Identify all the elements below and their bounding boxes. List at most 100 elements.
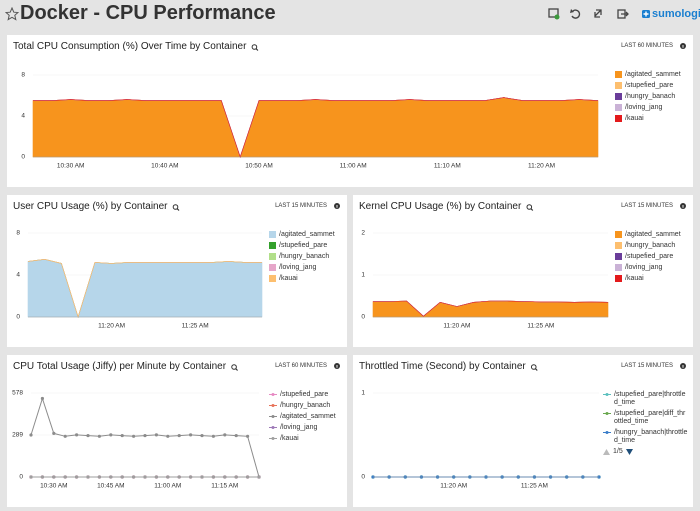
panel-title: Throttled Time (Second) by Container — [359, 361, 526, 372]
x-tick-label: 11:25 AM — [521, 483, 548, 490]
time-range: LAST 60 MINUTES — [621, 43, 673, 49]
x-tick-label: 11:25 AM — [182, 323, 209, 330]
time-range: LAST 15 MINUTES — [621, 203, 673, 209]
marker — [177, 433, 181, 438]
panel-title: CPU Total Usage (Jiffy) per Minute by Co… — [13, 361, 227, 372]
legend-item: /hungry_banach — [269, 402, 343, 410]
zoom-icon-handle — [255, 48, 259, 51]
legend-label: /stupefied_pare — [279, 242, 328, 249]
marker — [189, 433, 193, 437]
legend-swatch-dot — [271, 404, 275, 407]
legend-item: /agitated_sammet — [269, 413, 343, 421]
x-tick-label: 11:10 AM — [434, 163, 461, 170]
legend-item: /kauai — [269, 275, 343, 283]
time-range: LAST 15 MINUTES — [621, 363, 673, 369]
y-tick-label: 289 — [12, 432, 23, 439]
legend-swatch — [603, 431, 611, 434]
marker — [63, 434, 67, 438]
legend-swatch — [615, 253, 622, 260]
marker — [109, 433, 113, 437]
x-tick-label: 11:15 AM — [211, 483, 238, 490]
logo[interactable]: sumologic — [652, 8, 700, 20]
x-tick-label: 11:25 AM — [527, 323, 554, 330]
legend-item: /kauai — [269, 435, 343, 443]
toolbar-icons[interactable] — [546, 7, 636, 21]
dashboard-title: Docker - CPU Performance — [20, 2, 276, 24]
favorite-star[interactable] — [5, 7, 19, 21]
panel: Throttled Time (Second) by Container LAST… — [353, 355, 693, 507]
legend-label: /kauai — [280, 435, 299, 442]
legend-swatch — [269, 275, 276, 282]
legend-label: /stupefied_pare|diff_throttled_time — [614, 410, 686, 425]
legend-swatch — [269, 426, 277, 429]
legend-label: /agitated_sammet — [625, 231, 681, 238]
legend-item: /hungry_banach — [615, 93, 689, 101]
legend-swatch — [269, 231, 276, 238]
x-tick-label: 10:30 AM — [57, 163, 84, 170]
x-tick-label: 11:20 AM — [440, 483, 467, 490]
marker — [120, 433, 124, 438]
y-tick-label: 4 — [21, 113, 25, 120]
marker — [154, 433, 158, 437]
y-tick-label: 0 — [19, 474, 23, 481]
marker — [132, 434, 136, 438]
zoom-icon[interactable] — [530, 364, 537, 370]
legend-swatch — [269, 437, 277, 440]
zoom-icon[interactable] — [231, 364, 237, 370]
zoom-icon[interactable] — [526, 204, 533, 210]
y-tick-label: 0 — [361, 474, 365, 481]
legend-item: /stupefied_pare — [269, 391, 343, 399]
y-tick-label: 4 — [16, 272, 20, 279]
area — [373, 300, 609, 317]
x-tick-label: 10:40 AM — [151, 163, 178, 170]
legend-swatch — [269, 393, 277, 396]
legend-label: /hungry_banach — [279, 253, 330, 260]
legend-label: /kauai — [625, 275, 644, 282]
marker — [52, 431, 56, 436]
marker — [143, 433, 147, 438]
area — [33, 97, 599, 158]
legend-label: /hungry_banach — [625, 242, 676, 249]
legend: /agitated_sammet/stupefied_pare/hungry_b… — [615, 71, 689, 126]
marker — [246, 434, 250, 438]
legend-next[interactable] — [625, 448, 633, 455]
zoom-icon-handle — [235, 368, 238, 371]
panel-title: Kernel CPU Usage (%) by Container — [359, 201, 522, 212]
y-tick-label: 1 — [361, 390, 365, 397]
legend-next-arrow — [625, 448, 633, 455]
x-tick-label: 11:20 AM — [443, 323, 470, 330]
legend: /stupefied_pare|throttled_time/stupefied… — [603, 391, 689, 455]
y-tick-label: 2 — [361, 230, 365, 237]
y-tick-label: 1 — [361, 272, 365, 279]
legend-item: /stupefied_pare — [269, 242, 343, 250]
legend-page: 1/5 — [613, 448, 623, 455]
legend-swatch-dot — [271, 393, 275, 396]
legend-prev[interactable] — [603, 448, 610, 455]
marker — [234, 433, 238, 438]
y-tick-label: 578 — [12, 390, 23, 397]
x-tick-label: 10:50 AM — [245, 163, 272, 170]
legend-swatch-dot — [271, 426, 275, 429]
legend-item: /loving_jang — [615, 264, 689, 272]
time-range: LAST 15 MINUTES — [275, 203, 327, 209]
time-range: LAST 60 MINUTES — [275, 363, 327, 369]
marker — [211, 434, 215, 438]
legend-swatch — [603, 393, 611, 396]
panel-title: User CPU Usage (%) by Container — [13, 201, 168, 212]
legend-item: /kauai — [615, 115, 689, 123]
legend-label: /kauai — [279, 275, 298, 282]
area — [27, 258, 262, 319]
logo-icon — [642, 10, 650, 18]
marker — [75, 433, 79, 437]
legend-label: /loving_jang — [625, 104, 663, 111]
legend-label: /stupefied_pare|throttled_time — [614, 391, 686, 406]
zoom-icon-handle — [530, 208, 534, 211]
legend-label: /loving_jang — [279, 264, 317, 271]
zoom-icon[interactable] — [251, 44, 258, 50]
zoom-icon-handle — [176, 208, 180, 211]
legend-item: /loving_jang — [615, 104, 689, 112]
legend-item: /agitated_sammet — [269, 231, 343, 239]
y-tick-label: 0 — [361, 314, 365, 321]
zoom-icon[interactable] — [172, 204, 179, 210]
